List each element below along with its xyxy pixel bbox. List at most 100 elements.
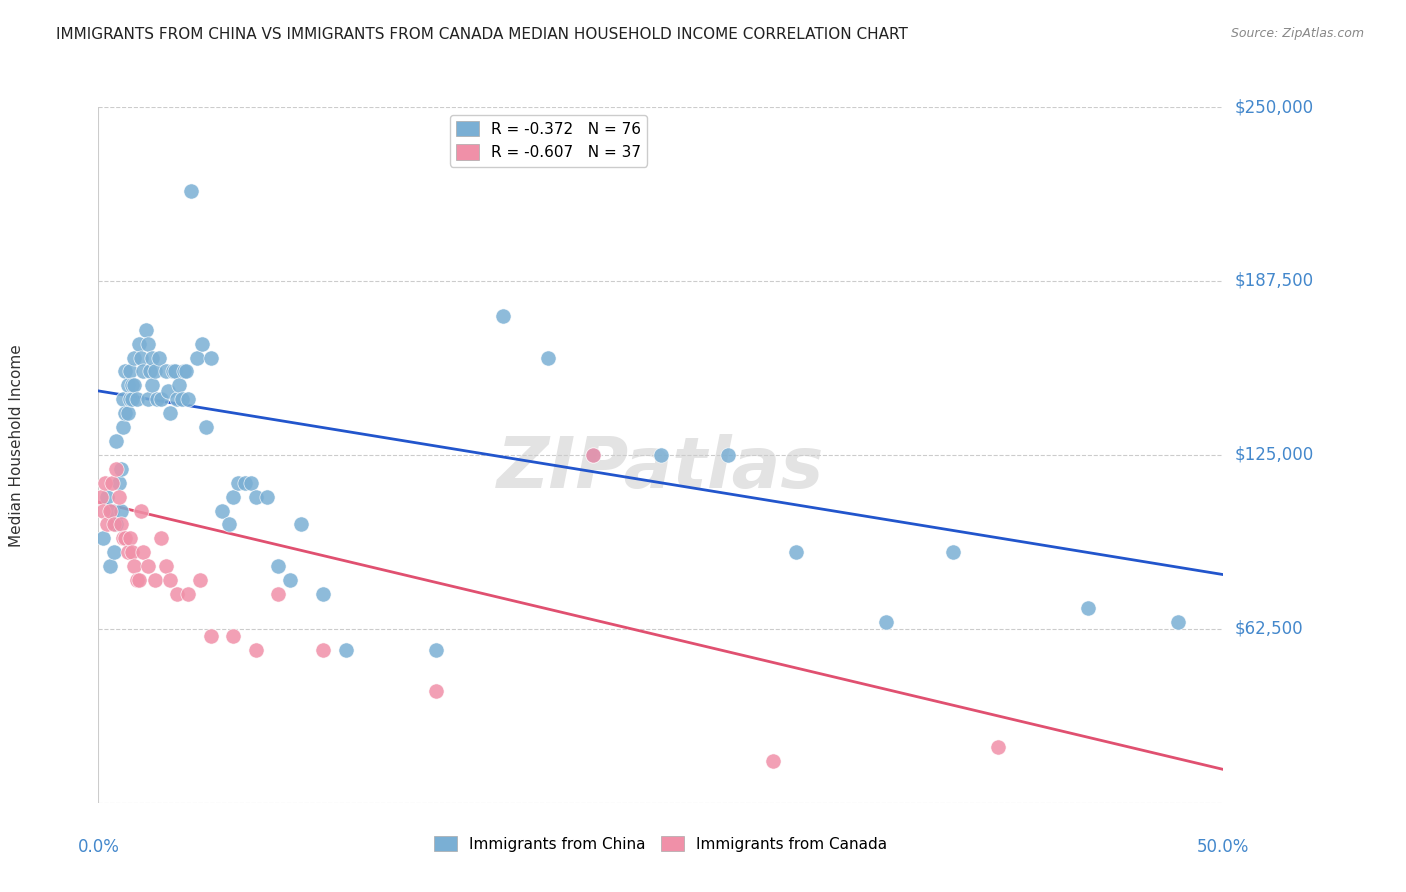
Text: Median Household Income: Median Household Income [10,344,24,548]
Point [267,587,290,601]
Point [240,475,263,490]
Point [267,559,290,574]
Point [717,448,740,462]
Point [1077,601,1099,615]
Point [278,573,301,587]
Point [166,392,188,407]
Point [169,378,191,392]
Text: IMMIGRANTS FROM CHINA VS IMMIGRANTS FROM CANADA MEDIAN HOUSEHOLD INCOME CORRELAT: IMMIGRANTS FROM CHINA VS IMMIGRANTS FROM… [56,27,908,42]
Point [1167,615,1189,629]
Point [98,503,121,517]
Point [537,351,560,365]
Point [91,532,114,546]
Point [112,392,135,407]
Point [177,587,200,601]
Point [222,490,245,504]
Point [166,587,188,601]
Text: 50.0%: 50.0% [1197,838,1250,855]
Point [141,351,163,365]
Text: 0.0%: 0.0% [77,838,120,855]
Point [91,503,114,517]
Point [312,587,335,601]
Point [112,420,135,434]
Point [110,462,132,476]
Point [124,559,146,574]
Point [101,503,124,517]
Point [256,490,278,504]
Point [107,475,129,490]
Point [105,462,128,476]
Point [90,490,112,504]
Point [200,351,222,365]
Point [105,434,128,448]
Point [125,392,148,407]
Point [875,615,897,629]
Point [103,517,125,532]
Point [762,754,785,768]
Point [785,545,807,559]
Point [129,503,152,517]
Point [105,517,128,532]
Point [110,503,132,517]
Point [128,573,150,587]
Point [136,392,159,407]
Point [290,517,312,532]
Point [121,378,143,392]
Point [117,406,139,420]
Point [150,392,173,407]
Point [335,642,357,657]
Legend: Immigrants from China, Immigrants from Canada: Immigrants from China, Immigrants from C… [427,830,894,858]
Point [177,392,200,407]
Point [132,364,155,378]
Point [121,545,143,559]
Point [107,490,129,504]
Point [245,490,267,504]
Text: ZIPatlas: ZIPatlas [498,434,824,503]
Point [110,517,132,532]
Point [174,364,197,378]
Point [112,532,135,546]
Point [136,559,159,574]
Point [425,642,447,657]
Point [191,336,214,351]
Point [180,184,202,198]
Point [118,392,141,407]
Point [211,503,233,517]
Point [492,309,515,323]
Point [222,629,245,643]
Text: $187,500: $187,500 [1234,272,1313,290]
Point [162,364,184,378]
Text: $62,500: $62,500 [1234,620,1303,638]
Point [582,448,605,462]
Point [582,448,605,462]
Point [148,351,170,365]
Point [218,517,240,532]
Point [129,351,152,365]
Point [245,642,267,657]
Point [128,336,150,351]
Point [114,364,136,378]
Point [121,392,143,407]
Point [186,351,208,365]
Point [159,406,181,420]
Point [124,351,146,365]
Point [200,629,222,643]
Point [125,573,148,587]
Point [114,406,136,420]
Point [132,545,155,559]
Point [150,532,173,546]
Point [94,475,117,490]
Point [96,490,118,504]
Point [135,323,157,337]
Point [650,448,672,462]
Point [98,559,121,574]
Point [942,545,965,559]
Point [114,532,136,546]
Point [96,517,118,532]
Point [195,420,218,434]
Point [143,573,166,587]
Point [136,336,159,351]
Point [155,559,177,574]
Point [987,740,1010,755]
Point [118,364,141,378]
